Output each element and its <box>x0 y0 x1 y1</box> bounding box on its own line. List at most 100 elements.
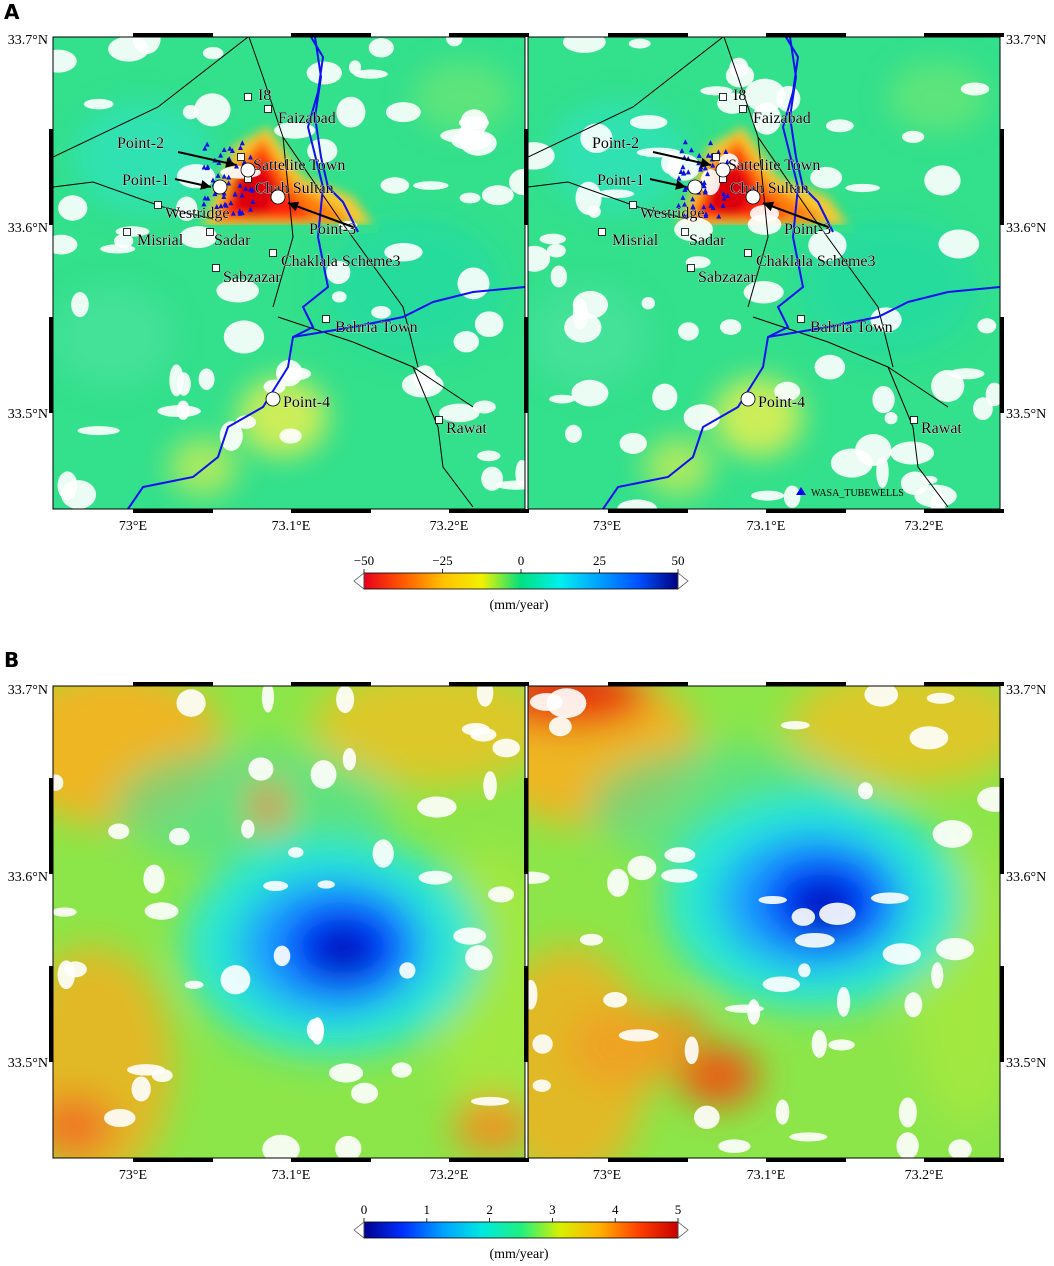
frame-tick-bar <box>608 33 688 37</box>
tubewell-marker <box>237 210 243 216</box>
point-marker <box>745 189 761 205</box>
place-marker <box>629 201 637 209</box>
no-data-patch <box>350 1082 379 1104</box>
no-data-patch <box>985 382 1000 407</box>
map-b-right <box>524 682 1004 1162</box>
point-marker <box>212 179 228 195</box>
tubewell-marker <box>708 140 714 146</box>
point-marker <box>240 162 256 178</box>
point-label: Point-2 <box>117 135 164 152</box>
no-data-patch <box>328 1063 364 1083</box>
tubewell-marker <box>226 174 232 180</box>
tubewell-marker <box>250 198 256 204</box>
lat-tick: 33.5°N <box>8 407 48 422</box>
colorbar-tick-label: 25 <box>593 553 606 568</box>
std-variation <box>53 686 525 1158</box>
no-data-patch <box>539 233 566 245</box>
frame-tick-bar <box>924 509 1004 513</box>
no-data-patch <box>263 880 289 892</box>
tubewell-marker <box>703 211 709 217</box>
no-data-patch <box>168 827 190 846</box>
no-data-patch <box>960 82 990 96</box>
tubewell-marker <box>222 201 228 207</box>
frame-tick-bar <box>449 509 529 513</box>
lat-tick: 33.6°N <box>8 221 48 236</box>
no-data-patch <box>890 441 935 465</box>
tubewell-marker <box>681 213 687 219</box>
frame-tick-bar <box>291 682 371 686</box>
no-data-patch <box>652 383 678 411</box>
river <box>292 286 525 338</box>
no-data-patch <box>546 688 587 719</box>
place-marker <box>154 201 162 209</box>
no-data-patch <box>220 965 251 995</box>
tubewell-marker <box>710 162 716 168</box>
place-label: Sattelite Town <box>253 157 345 174</box>
tubewell-marker <box>202 145 208 151</box>
no-data-patch <box>564 312 602 343</box>
tubewell-marker <box>212 191 218 197</box>
place-marker <box>598 228 606 236</box>
tubewell-marker <box>705 171 711 177</box>
place-label: Westridge <box>165 205 229 222</box>
point-marker <box>687 179 703 195</box>
no-data-patch <box>306 61 343 85</box>
no-data-patch <box>775 1099 790 1125</box>
no-data-patch <box>870 307 902 332</box>
place-marker <box>123 228 131 236</box>
no-data-patch <box>317 880 335 889</box>
frame-tick-bar <box>1000 317 1004 413</box>
colorbar-tick-label: 0 <box>361 1202 368 1217</box>
no-data-patch <box>384 242 423 262</box>
frame-tick-bar <box>49 129 53 225</box>
no-data-patch <box>762 976 800 993</box>
tubewell-marker <box>228 200 234 206</box>
tubewell-marker <box>702 165 708 171</box>
tubewell-marker <box>227 145 233 151</box>
no-data-patch <box>58 195 88 221</box>
no-data-patch <box>336 686 355 714</box>
no-data-patch <box>783 485 801 508</box>
no-data-patch <box>864 686 899 707</box>
lat-tick: 33.6°N <box>1006 221 1046 236</box>
colorbar-b-gradient <box>363 1221 679 1239</box>
no-data-patch <box>83 98 114 110</box>
tubewell-marker <box>233 163 239 169</box>
no-data-patch <box>858 782 873 800</box>
tubewell-marker <box>237 208 243 214</box>
no-data-patch <box>474 311 504 338</box>
arrow-line <box>762 202 829 228</box>
point-label: Point-4 <box>283 394 330 411</box>
place-marker <box>910 416 918 424</box>
no-data-patch <box>470 727 497 742</box>
no-data-patch <box>747 214 782 235</box>
no-data-patch <box>758 895 787 905</box>
tubewell-marker <box>705 152 711 158</box>
frame-tick-bar <box>291 33 371 37</box>
no-data-patch <box>182 105 199 120</box>
map-frame <box>52 685 526 1159</box>
lon-tick: 73.2°E <box>430 519 469 534</box>
tubewell-marker <box>248 206 254 212</box>
tubewell-marker <box>237 145 243 151</box>
no-data-patch <box>459 124 475 140</box>
colorbar-a-gradient <box>363 572 679 590</box>
colorbar-tick-label: −50 <box>354 553 374 568</box>
place-marker <box>269 249 277 257</box>
tubewell-marker <box>248 154 254 160</box>
no-data-patch <box>729 57 749 78</box>
no-data-patch <box>808 229 847 262</box>
colorbar-tick-label: 50 <box>672 553 685 568</box>
no-data-patch <box>223 320 265 354</box>
frame-tick-bar <box>608 509 688 513</box>
tubewell-marker <box>679 147 685 153</box>
colorbar-tick-label: 0 <box>518 553 525 568</box>
no-data-patch <box>219 421 243 451</box>
point-label: Point-3 <box>309 221 356 238</box>
place-label: Chah Sultan <box>255 180 334 197</box>
colorbar-b-unit: (mm/year) <box>489 1247 548 1262</box>
lat-axis-right-a: 33.7°N 33.6°N 33.5°N <box>1006 33 1046 422</box>
place-label: Chah Sultan <box>730 180 809 197</box>
point-label: Point-2 <box>592 135 639 152</box>
frame-tick-bar <box>49 317 53 413</box>
